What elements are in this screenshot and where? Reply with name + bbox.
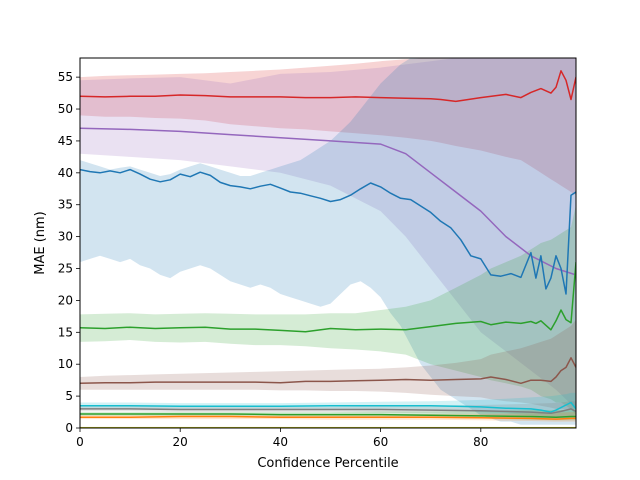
y-tick-label: 30: [58, 230, 73, 244]
series-line-1: [80, 70, 576, 103]
y-tick-label: 55: [58, 70, 73, 84]
series-line-6: [80, 401, 576, 413]
y-tick-label: 15: [58, 325, 73, 339]
y-tick-label: 10: [58, 357, 73, 371]
y-tick-label: 40: [58, 166, 73, 180]
y-tick-label: 20: [58, 293, 73, 307]
x-tick-label: 60: [373, 435, 388, 449]
series-line-8: [80, 413, 576, 418]
series-line-5: [80, 357, 576, 385]
y-axis-ticks: 0 5 10 15 20 25 30 35 40 45 50 55: [58, 70, 80, 435]
y-tick-label: 50: [58, 102, 73, 116]
confidence-band-2: [80, 58, 576, 409]
confidence-band-4: [80, 204, 576, 416]
y-tick-label: 45: [58, 134, 73, 148]
plot-frame: [79, 57, 577, 429]
series-line-9: [80, 415, 576, 420]
x-tick-label: 40: [273, 435, 288, 449]
series-line-4: [80, 262, 576, 333]
y-tick-label: 25: [58, 262, 73, 276]
x-axis-ticks: 0 20 40 60 80: [76, 428, 488, 449]
x-axis-label: Confidence Percentile: [257, 456, 398, 471]
confidence-band-3: [80, 58, 576, 425]
series-line-3: [80, 168, 576, 295]
series-line-2: [80, 127, 576, 276]
series-line-7: [80, 408, 576, 415]
confidence-band-5: [80, 319, 576, 409]
x-tick-label: 0: [76, 435, 84, 449]
confidence-bands: [80, 58, 576, 428]
confidence-band-1: [80, 58, 576, 196]
x-tick-label: 80: [473, 435, 488, 449]
y-tick-label: 5: [65, 389, 73, 403]
y-axis-label: MAE (nm): [33, 211, 48, 275]
x-tick-label: 20: [173, 435, 188, 449]
y-tick-label: 0: [65, 421, 73, 435]
y-tick-label: 35: [58, 198, 73, 212]
